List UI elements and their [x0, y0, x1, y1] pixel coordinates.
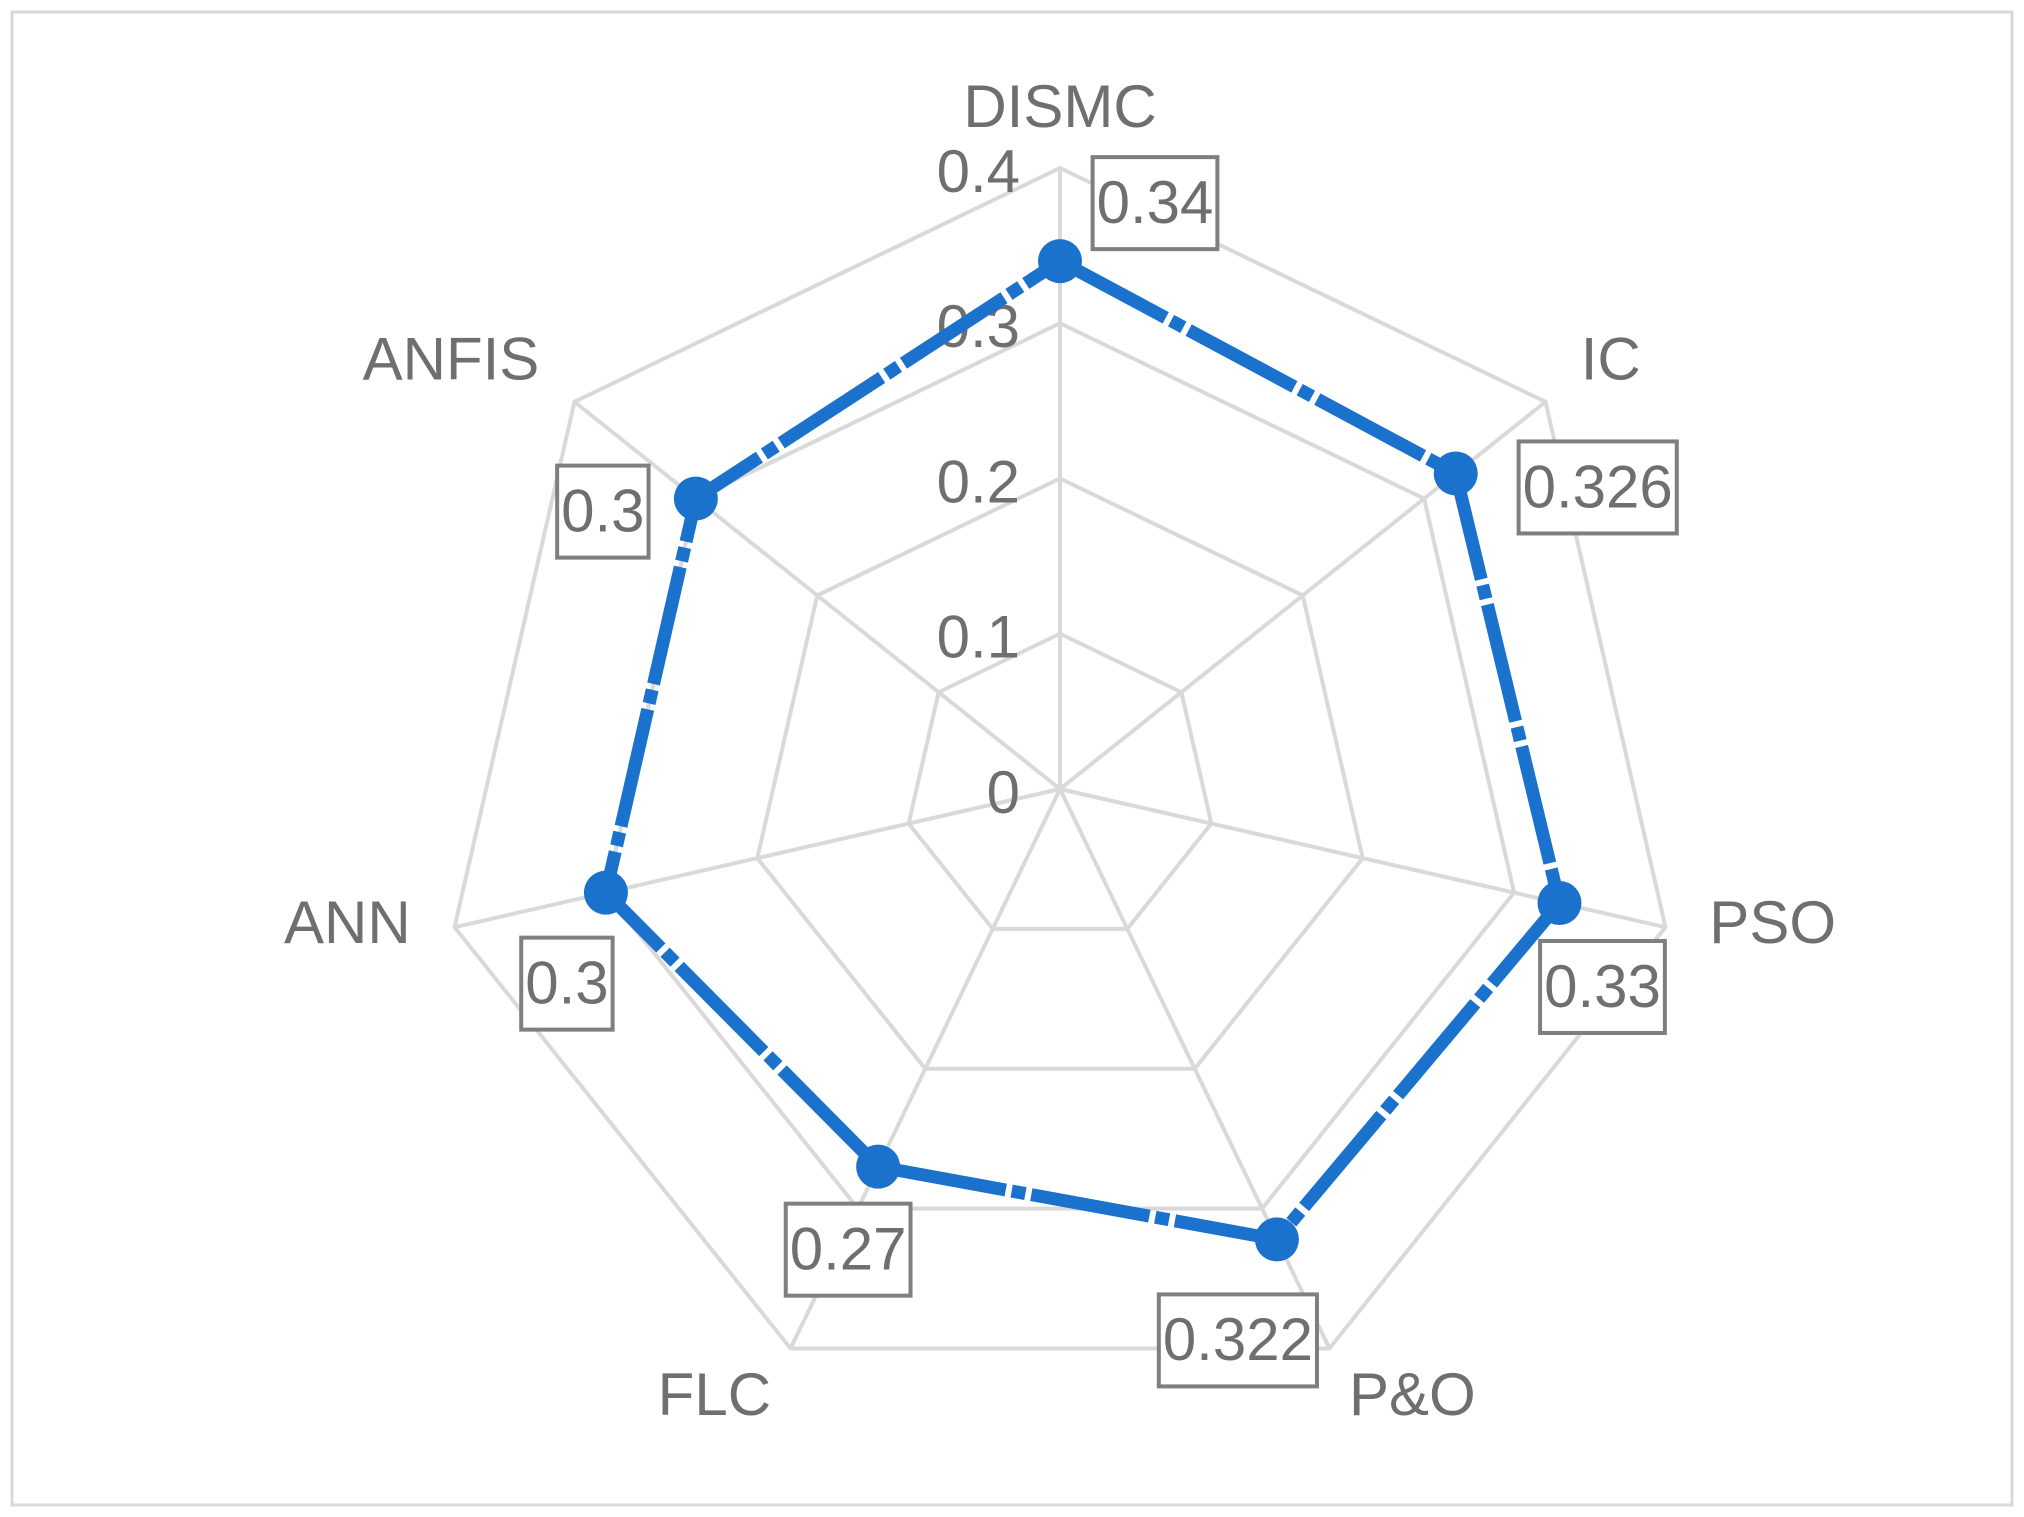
value-label: 0.3	[525, 949, 608, 1016]
marker	[673, 476, 718, 521]
category-label: PSO	[1709, 889, 1836, 956]
marker	[1537, 881, 1582, 926]
r-tick-label: 0.2	[937, 448, 1020, 515]
category-label: FLC	[658, 1361, 771, 1428]
spoke	[454, 787, 1061, 930]
marker	[1038, 239, 1082, 284]
value-label-box	[519, 935, 615, 1032]
value-label: 0.322	[1163, 1306, 1313, 1373]
value-label: 0.27	[790, 1216, 907, 1283]
category-label: ANN	[284, 889, 411, 956]
value-label-group: 0.326	[1516, 439, 1679, 536]
spoke	[573, 400, 1062, 791]
value-label-group: 0.34	[1090, 155, 1220, 252]
value-label-group: 0.33	[1538, 939, 1667, 1036]
grid-ring	[603, 321, 1517, 1211]
category-label: DISMC	[963, 73, 1156, 140]
series-line	[599, 254, 1566, 1246]
value-label-group: 0.27	[783, 1201, 913, 1298]
r-tick-label: 0	[987, 759, 1020, 826]
grid-ring	[755, 476, 1365, 1071]
marker	[856, 1144, 901, 1189]
value-label-box	[555, 463, 651, 560]
value-label: 0.326	[1523, 453, 1673, 520]
value-label-box	[783, 1201, 913, 1298]
grid-ring	[906, 631, 1214, 931]
value-label: 0.33	[1544, 953, 1661, 1020]
category-label: IC	[1581, 326, 1641, 393]
r-tick-label: 0.4	[937, 138, 1020, 205]
value-label-group: 0.3	[555, 463, 651, 560]
value-label-box	[1516, 439, 1679, 536]
category-label: ANFIS	[363, 326, 540, 393]
value-label-box	[1090, 155, 1220, 252]
value-label-box	[1156, 1292, 1319, 1389]
marker	[1433, 451, 1478, 496]
marker	[1254, 1217, 1299, 1262]
value-label-box	[1538, 939, 1667, 1036]
value-label: 0.3	[561, 477, 644, 544]
r-tick-label: 0.1	[937, 604, 1020, 671]
category-label: P&O	[1349, 1361, 1476, 1428]
value-label-group: 0.3	[519, 935, 615, 1032]
value-label-group: 0.322	[1156, 1292, 1319, 1389]
value-label: 0.34	[1097, 169, 1214, 236]
marker	[583, 870, 628, 915]
chart-border	[10, 10, 2014, 1507]
